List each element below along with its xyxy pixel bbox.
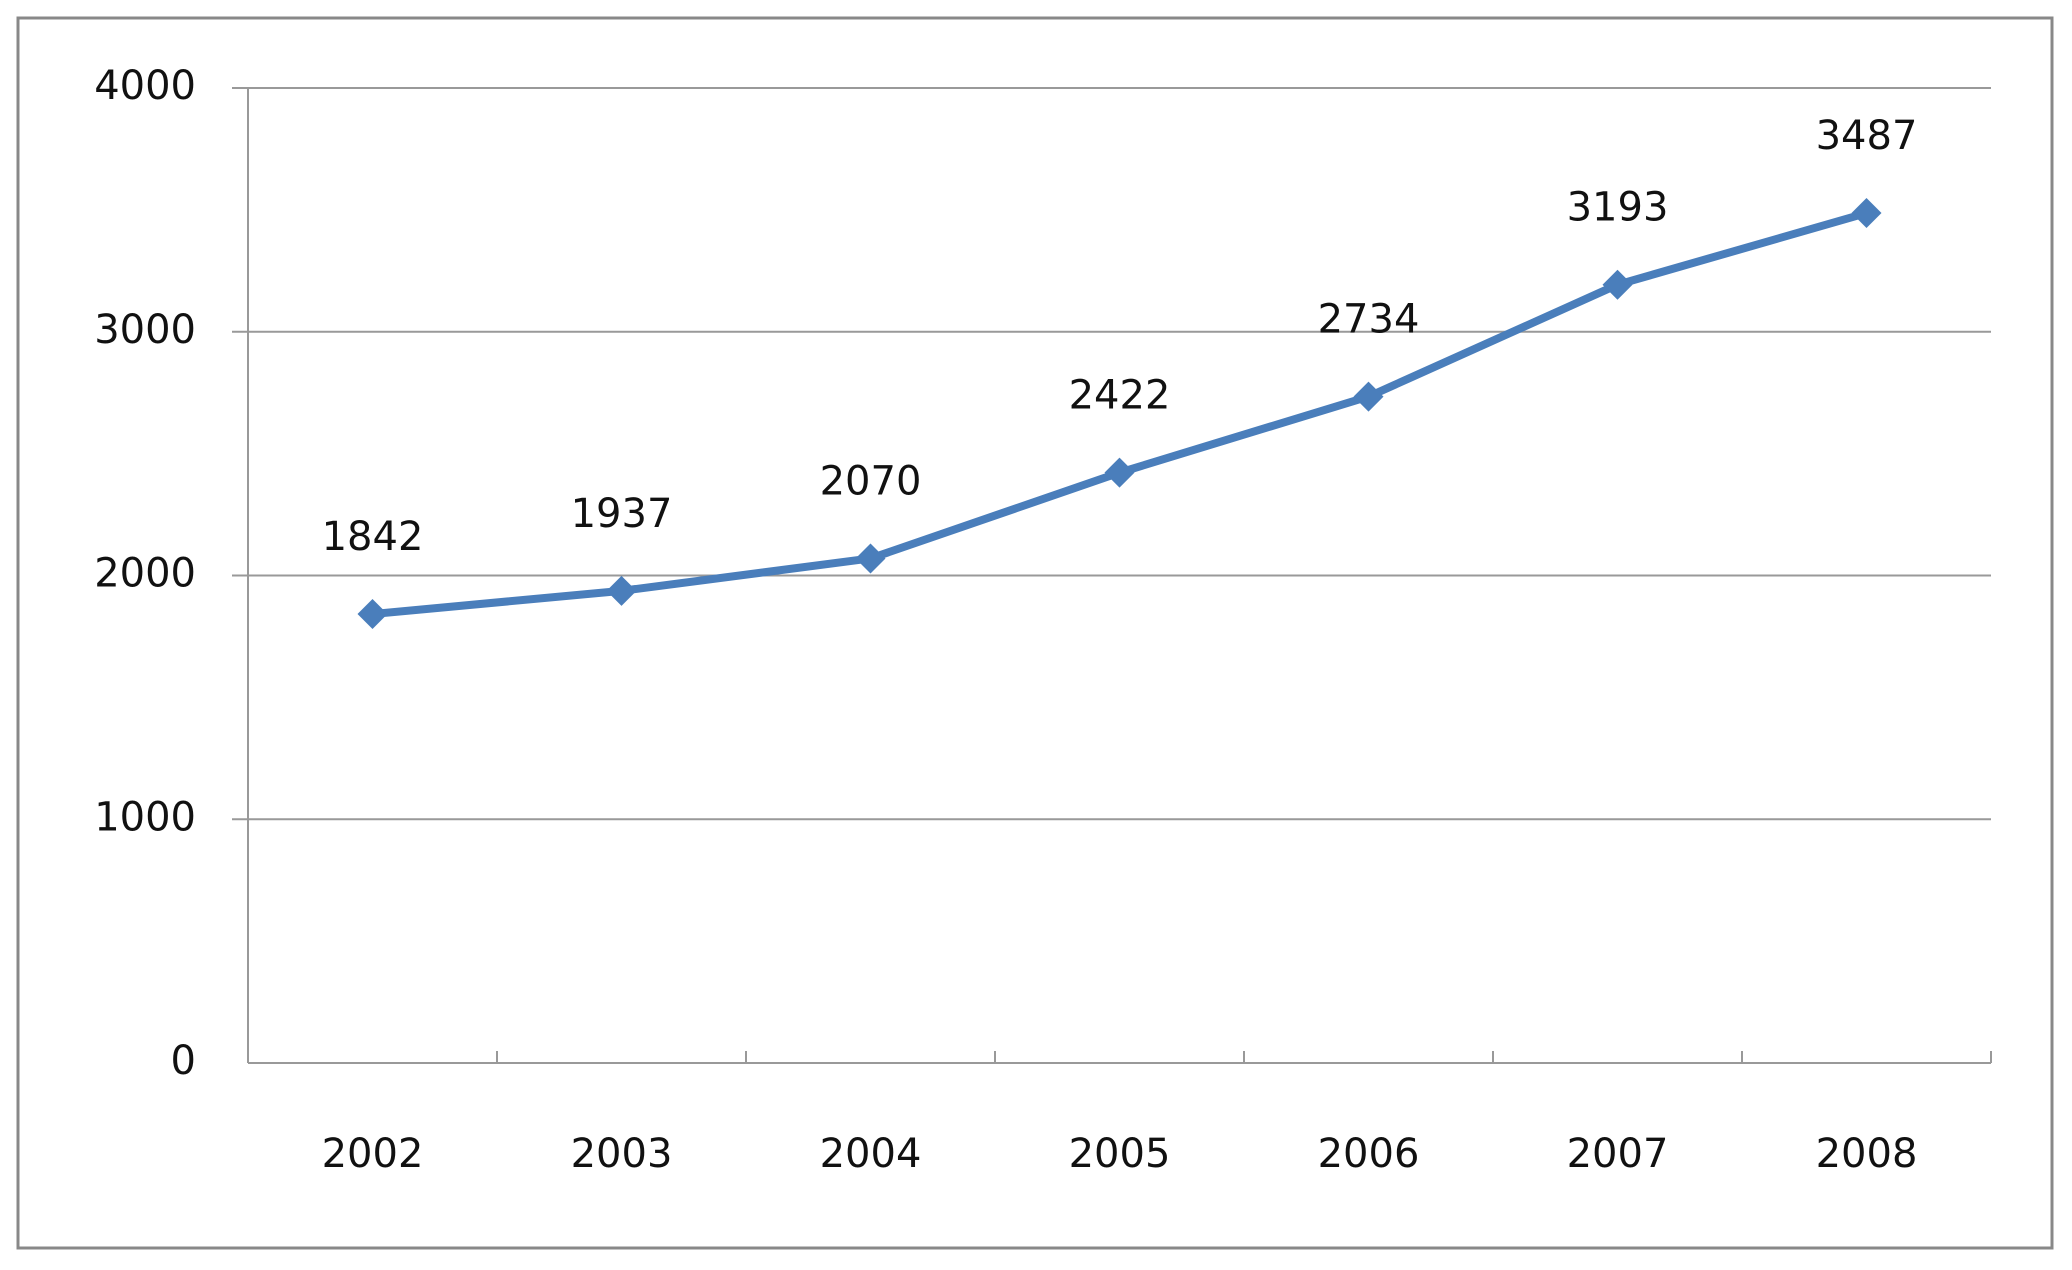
- chart-frame: [16, 16, 2054, 1250]
- marker: [1104, 457, 1135, 488]
- x-tick-label: 2007: [1567, 1131, 1669, 1177]
- marker: [1602, 269, 1633, 300]
- marker: [1851, 198, 1882, 229]
- x-tick-label: 2002: [322, 1131, 424, 1177]
- data-label: 3487: [1816, 113, 1918, 159]
- y-tick-label: 3000: [94, 307, 196, 353]
- marker: [357, 599, 388, 630]
- data-label: 1937: [571, 491, 673, 537]
- x-tick-label: 2008: [1816, 1131, 1918, 1177]
- marker: [606, 575, 637, 606]
- y-tick-label: 4000: [94, 63, 196, 109]
- y-tick-label: 1000: [94, 794, 196, 840]
- x-tick-label: 2004: [820, 1131, 922, 1177]
- x-tick-label: 2006: [1318, 1131, 1420, 1177]
- data-label: 1842: [322, 514, 424, 560]
- y-tick-label: 2000: [94, 551, 196, 597]
- x-tick-label: 2003: [571, 1131, 673, 1177]
- data-label: 2070: [820, 458, 922, 504]
- marker: [1353, 381, 1384, 412]
- y-tick-label: 0: [171, 1038, 196, 1084]
- data-label: 2422: [1069, 373, 1171, 419]
- data-label: 3193: [1567, 185, 1669, 231]
- marker: [855, 543, 886, 574]
- x-tick-label: 2005: [1069, 1131, 1171, 1177]
- data-label: 2734: [1318, 297, 1420, 343]
